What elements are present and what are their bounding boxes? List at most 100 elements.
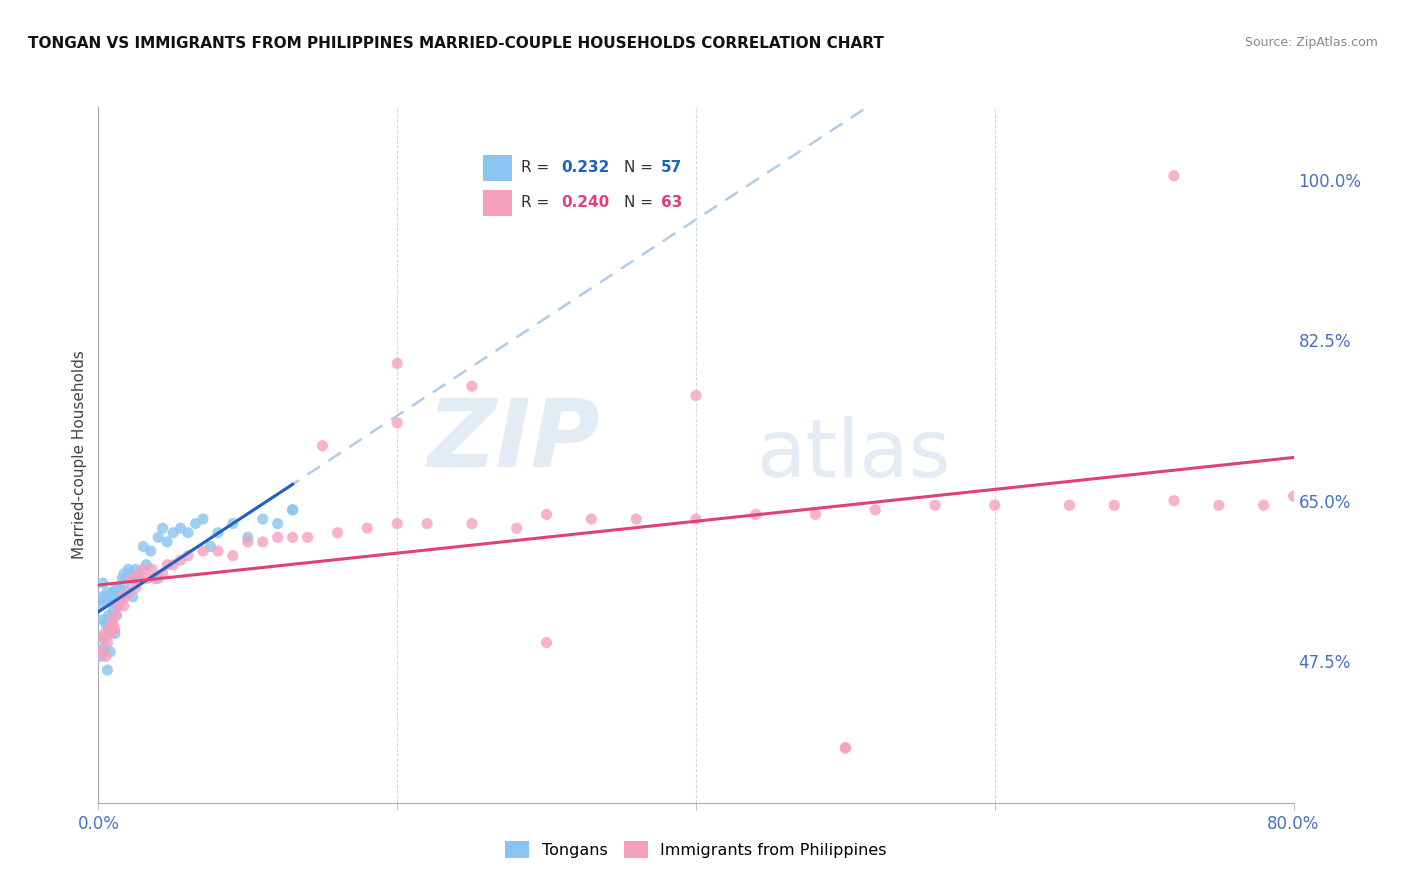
- Point: [128, 572, 150, 586]
- Point: [114, 576, 136, 591]
- Point: [98, 594, 122, 608]
- Point: [105, 608, 128, 623]
- Bar: [484, 190, 512, 216]
- Point: [104, 622, 127, 636]
- Point: [385, 416, 409, 430]
- Point: [1163, 169, 1185, 183]
- Point: [222, 549, 245, 563]
- Point: [385, 516, 409, 531]
- Point: [105, 608, 128, 623]
- Point: [207, 525, 229, 540]
- Point: [1104, 498, 1126, 512]
- Text: R =: R =: [520, 195, 554, 211]
- Point: [152, 521, 174, 535]
- Point: [94, 590, 117, 604]
- Point: [177, 525, 200, 540]
- Point: [1253, 498, 1275, 512]
- Point: [120, 572, 142, 586]
- Point: [93, 631, 115, 645]
- Point: [107, 599, 129, 613]
- Point: [135, 558, 157, 572]
- Point: [1163, 493, 1185, 508]
- Point: [236, 535, 259, 549]
- Point: [93, 594, 115, 608]
- Point: [91, 631, 114, 645]
- Point: [326, 525, 349, 540]
- Point: [152, 566, 174, 581]
- Point: [117, 562, 139, 576]
- Text: 0.232: 0.232: [561, 161, 609, 176]
- Point: [117, 585, 139, 599]
- Point: [169, 521, 191, 535]
- Point: [97, 622, 120, 636]
- Point: [1282, 489, 1305, 503]
- Point: [111, 590, 134, 604]
- Point: [89, 599, 111, 613]
- Point: [267, 516, 290, 531]
- Point: [104, 626, 127, 640]
- Point: [461, 516, 484, 531]
- Text: 57: 57: [661, 161, 682, 176]
- Point: [93, 626, 115, 640]
- Point: [1208, 498, 1230, 512]
- Point: [177, 549, 200, 563]
- Point: [103, 585, 125, 599]
- Point: [94, 649, 117, 664]
- Point: [107, 590, 129, 604]
- Legend: Tongans, Immigrants from Philippines: Tongans, Immigrants from Philippines: [499, 835, 893, 864]
- Point: [281, 530, 304, 544]
- Point: [143, 572, 166, 586]
- Point: [385, 356, 409, 370]
- Point: [114, 590, 136, 604]
- Point: [125, 562, 148, 576]
- Point: [804, 508, 827, 522]
- Bar: [484, 154, 512, 181]
- Point: [222, 516, 245, 531]
- Point: [98, 626, 122, 640]
- Point: [506, 521, 529, 535]
- Point: [148, 530, 170, 544]
- Point: [91, 613, 114, 627]
- Point: [101, 590, 124, 604]
- Text: ZIP: ZIP: [427, 395, 600, 487]
- Point: [581, 512, 603, 526]
- Point: [416, 516, 439, 531]
- Point: [90, 649, 112, 664]
- Point: [103, 617, 125, 632]
- Point: [281, 503, 304, 517]
- Point: [191, 544, 214, 558]
- Point: [236, 530, 259, 544]
- Text: TONGAN VS IMMIGRANTS FROM PHILIPPINES MARRIED-COUPLE HOUSEHOLDS CORRELATION CHAR: TONGAN VS IMMIGRANTS FROM PHILIPPINES MA…: [28, 36, 884, 51]
- Point: [101, 613, 124, 627]
- Point: [141, 562, 163, 576]
- Point: [105, 581, 128, 595]
- Point: [461, 379, 484, 393]
- Point: [281, 503, 304, 517]
- Point: [162, 525, 184, 540]
- Point: [685, 388, 707, 402]
- Point: [148, 572, 170, 586]
- Point: [125, 581, 148, 595]
- Point: [626, 512, 648, 526]
- Point: [191, 512, 214, 526]
- Point: [156, 535, 179, 549]
- Point: [745, 508, 768, 522]
- Point: [97, 626, 120, 640]
- Point: [536, 508, 558, 522]
- Point: [924, 498, 946, 512]
- Text: R =: R =: [520, 161, 554, 176]
- Text: atlas: atlas: [756, 416, 950, 494]
- Point: [97, 608, 120, 623]
- Point: [162, 558, 184, 572]
- Point: [118, 566, 141, 581]
- Point: [90, 645, 112, 659]
- Point: [96, 613, 118, 627]
- Point: [252, 512, 274, 526]
- Text: N =: N =: [624, 195, 658, 211]
- Point: [156, 558, 179, 572]
- Point: [98, 645, 122, 659]
- Point: [121, 590, 143, 604]
- Point: [834, 740, 856, 755]
- Point: [1059, 498, 1081, 512]
- Point: [112, 599, 135, 613]
